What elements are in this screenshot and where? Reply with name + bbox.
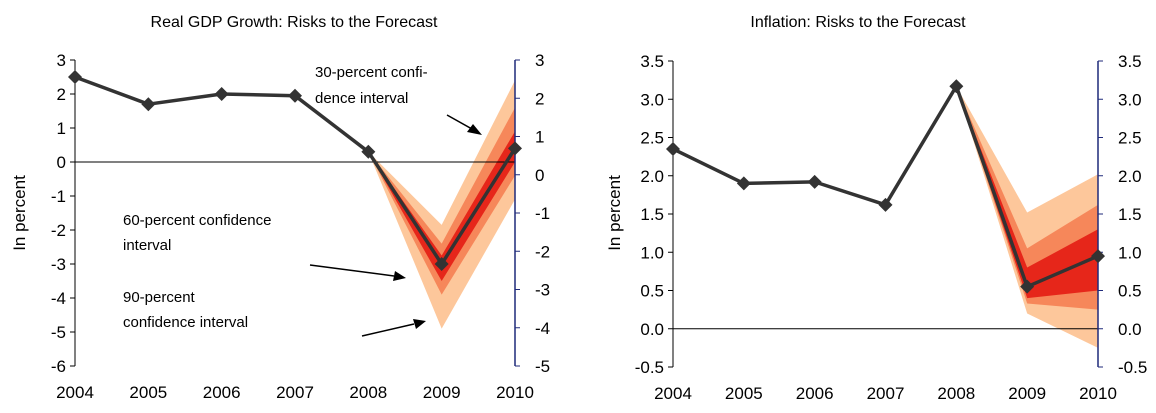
right-y-tick-label: 2.5 [1118,129,1142,148]
right-y-tick-label: 2 [535,89,544,108]
data-point-marker [666,141,680,156]
left-y-tick-label: 1.5 [640,205,664,224]
right-y-tick-label: 0 [535,166,544,185]
left-y-tick-label: 2.0 [640,167,664,186]
right-y-tick-label: -0.5 [1118,358,1147,377]
x-tick-label: 2004 [56,383,94,402]
gdp-annotations: 30-percent confi- dence interval 60-perc… [123,64,482,337]
x-tick-label: 2006 [796,384,834,403]
right-y-tick-label: 3.5 [1118,52,1142,71]
left-y-tick-label: -6 [51,357,66,376]
data-point-marker [878,197,893,212]
left-y-tick-label: 3.0 [640,90,664,109]
fan-band-30 [368,131,515,281]
gdp-fan [368,80,515,329]
gdp-title: Real GDP Growth: Risks to the Forecast [151,14,438,31]
annotation-30-line1: 30-percent confi- [315,64,428,81]
annotation-90-line1: 90-percent [123,289,196,306]
data-point-marker [736,176,751,191]
inflation-fan [956,86,1098,348]
data-point-marker [1020,279,1035,294]
right-y-tick-label: -2 [535,242,550,261]
left-y-tick-label: 1 [57,119,66,138]
x-tick-label: 2004 [654,384,692,403]
x-tick-label: 2005 [129,383,167,402]
gdp-axes: 3 2 1 0 -1 -2 -3 -4 -5 -6 3 2 1 0 -1 -2 -3 -4 -5 2004 2005 20… [51,51,550,402]
fan-band-90 [956,86,1098,348]
inflation-ylabel: In percent [605,175,624,251]
x-tick-label: 2006 [203,383,241,402]
annotation-90-arrow [361,319,426,337]
x-tick-label: 2009 [423,383,461,402]
right-y-tick-label: -4 [535,319,550,338]
inflation-chart: Inflation: Risks to the Forecast In perc… [605,14,1147,403]
inflation-series [666,79,1105,294]
right-y-tick-label: 3 [535,51,544,70]
data-point-marker [361,144,376,159]
x-tick-label: 2007 [867,384,905,403]
left-y-tick-label: 2.5 [640,129,664,148]
left-y-tick-label: -5 [51,323,66,342]
left-y-tick-label: -2 [51,221,66,240]
right-y-tick-label: 2.0 [1118,167,1142,186]
x-tick-label: 2007 [276,383,314,402]
gdp-ylabel: In percent [10,175,29,251]
left-y-tick-label: -3 [51,255,66,274]
left-y-tick-label: 0.5 [640,282,664,301]
x-tick-label: 2008 [349,383,387,402]
left-y-tick-label: -1 [51,187,66,206]
left-y-tick-label: 0 [57,153,66,172]
left-y-tick-label: -0.5 [635,358,664,377]
x-tick-label: 2010 [1079,384,1117,403]
right-y-tick-label: 1.0 [1118,243,1142,262]
right-y-tick-label: -3 [535,281,550,300]
data-point-marker [214,87,229,101]
x-tick-label: 2008 [937,384,975,403]
left-y-tick-label: 2 [57,85,66,104]
right-y-tick-label: -5 [535,357,550,376]
annotation-30-arrow [446,114,482,135]
right-y-tick-label: -1 [535,204,550,223]
x-tick-label: 2010 [496,383,534,402]
annotation-90-line2: confidence interval [123,314,248,331]
annotation-60-line1: 60-percent confidence [123,212,271,229]
data-point-marker [434,257,449,271]
left-y-tick-label: 0.0 [640,320,664,339]
annotation-60-line2: interval [123,237,171,254]
data-point-marker [288,88,302,103]
right-y-tick-label: 0.0 [1118,320,1142,339]
right-y-tick-label: 1 [535,128,544,147]
right-y-tick-label: 3.0 [1118,90,1142,109]
right-y-tick-label: 1.5 [1118,205,1142,224]
left-y-tick-label: 3.5 [640,52,664,71]
annotation-60-arrow [309,264,406,281]
inflation-axes: 3.5 3.0 2.5 2.0 1.5 1.0 0.5 0.0 -0.5 3.5 3.0 2.5 2.0… [635,52,1148,403]
data-point-marker [68,70,82,84]
gdp-chart: Real GDP Growth: Risks to the Forecast I… [10,14,550,402]
inflation-title: Inflation: Risks to the Forecast [750,14,966,31]
x-tick-label: 2009 [1008,384,1046,403]
gdp-series [68,70,522,271]
x-tick-label: 2005 [725,384,763,403]
data-point-marker [949,79,964,94]
data-point-marker [508,141,522,156]
left-y-tick-label: 1.0 [640,243,664,262]
data-point-marker [141,97,156,112]
fan-band-30 [956,86,1098,299]
right-y-tick-label: 0.5 [1118,282,1142,301]
left-y-tick-label: 3 [57,51,66,70]
data-point-marker [1091,249,1105,264]
data-point-marker [807,174,822,189]
annotation-30-line2: dence interval [315,90,408,107]
left-y-tick-label: -4 [51,289,66,308]
